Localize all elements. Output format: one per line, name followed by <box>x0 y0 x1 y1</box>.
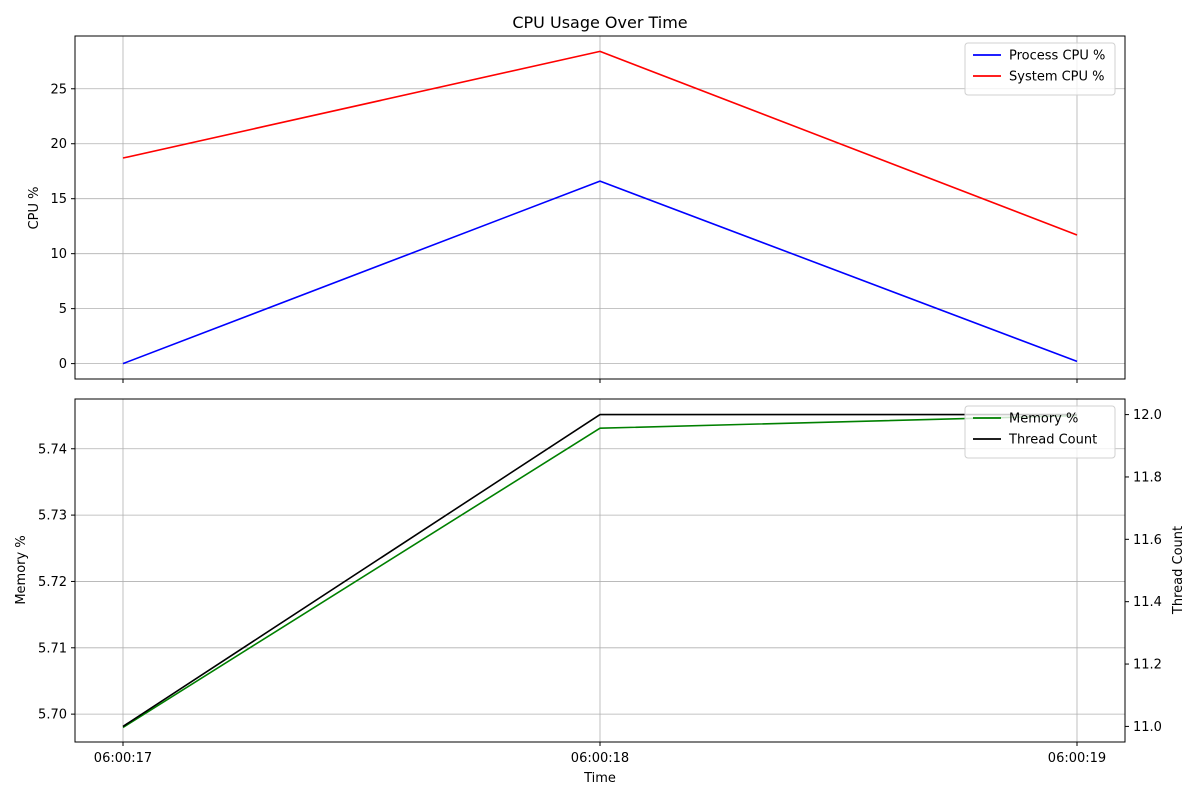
chart-title: CPU Usage Over Time <box>512 13 687 32</box>
series-line-thread-count <box>122 413 1077 728</box>
y2-tick-label: 11.4 <box>1133 595 1162 610</box>
legend-label-process-cpu: Process CPU % <box>1009 49 1105 64</box>
y2-tick-label: 11.2 <box>1133 658 1162 673</box>
memory-y-axis-label: Memory % <box>14 535 29 604</box>
x-tick-label: 06:00:19 <box>1048 751 1106 766</box>
y2-tick-label: 11.6 <box>1133 533 1162 548</box>
x-axis-label: Time <box>583 771 616 786</box>
y-tick-label: 25 <box>50 82 67 97</box>
y2-tick-label: 11.8 <box>1133 470 1162 485</box>
legend-label-thread-count: Thread Count <box>1008 433 1097 448</box>
y-tick-label: 10 <box>50 247 67 262</box>
memory-legend: Memory % Thread Count <box>964 405 1116 459</box>
memory-y-ticks: 5.70 5.71 5.72 5.73 5.74 <box>38 442 75 723</box>
thread-y2-axis-label: Thread Count <box>1171 526 1186 615</box>
legend-label-memory: Memory % <box>1009 412 1078 427</box>
y-tick-label: 20 <box>50 137 67 152</box>
cpu-x-ticks <box>122 379 1078 383</box>
cpu-grid <box>75 36 1125 379</box>
time-x-ticks: 06:00:17 06:00:18 06:00:19 <box>94 742 1106 766</box>
y2-tick-label: 12.0 <box>1133 408 1162 423</box>
y-tick-label: 5.73 <box>38 509 67 524</box>
memory-thread-series-lines <box>122 413 1078 729</box>
memory-thread-panel: 5.705.715.725.735.74 11.011.211.411.611.… <box>14 398 1186 786</box>
series-line-system-cpu <box>122 50 1078 236</box>
legend-box <box>964 405 1116 459</box>
cpu-series-lines <box>122 50 1078 365</box>
y-tick-label: 5.72 <box>38 575 67 590</box>
legend-box <box>964 42 1116 96</box>
thread-y2-ticks: 11.0 11.2 11.4 11.6 11.8 12.0 <box>1125 408 1162 735</box>
y2-tick-label: 11.0 <box>1133 720 1162 735</box>
series-line-process-cpu <box>122 180 1078 365</box>
cpu-y-ticks: 0 5 10 15 20 25 <box>50 82 75 372</box>
legend-label-system-cpu: System CPU % <box>1009 70 1105 85</box>
y-tick-label: 15 <box>50 192 67 207</box>
y-tick-label: 5 <box>59 302 67 317</box>
x-tick-label: 06:00:18 <box>571 751 629 766</box>
x-tick-label: 06:00:17 <box>94 751 152 766</box>
cpu-usage-panel: CPU Usage Over Time 0 5 10 15 20 25 CPU % Pro… <box>27 13 1126 383</box>
y-tick-label: 5.74 <box>38 442 67 457</box>
y-tick-label: 5.70 <box>38 708 67 723</box>
y-tick-label: 5.71 <box>38 641 67 656</box>
cpu-y-axis-label: CPU % <box>27 187 42 230</box>
cpu-legend: Process CPU % System CPU % <box>964 42 1116 96</box>
y-tick-label: 0 <box>59 357 67 372</box>
series-line-memory <box>122 414 1078 729</box>
